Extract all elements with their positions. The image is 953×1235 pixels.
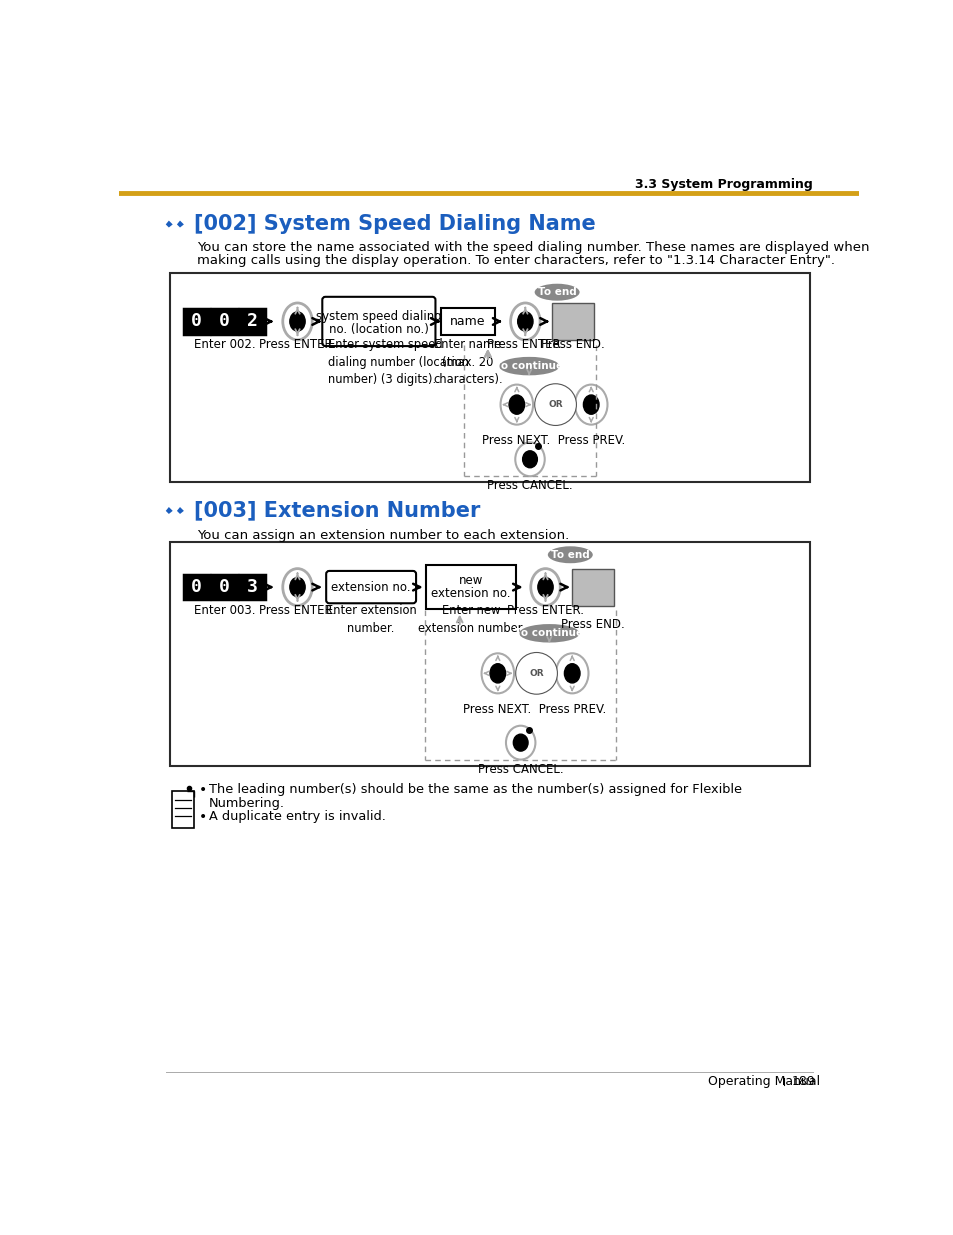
Text: 189: 189 [791, 1074, 815, 1088]
Ellipse shape [547, 546, 592, 563]
Text: To continue: To continue [515, 629, 583, 638]
Text: •: • [199, 810, 207, 825]
Polygon shape [176, 508, 184, 514]
Text: The leading number(s) should be the same as the number(s) assigned for Flexible: The leading number(s) should be the same… [209, 783, 741, 797]
Text: 0: 0 [219, 578, 230, 597]
Ellipse shape [564, 663, 579, 683]
FancyBboxPatch shape [240, 574, 265, 599]
Ellipse shape [510, 303, 539, 340]
FancyBboxPatch shape [322, 296, 435, 346]
Text: OR: OR [529, 669, 543, 678]
Text: You can assign an extension number to each extension.: You can assign an extension number to ea… [196, 530, 568, 542]
Text: A duplicate entry is invalid.: A duplicate entry is invalid. [209, 810, 386, 824]
Text: Enter 003.: Enter 003. [193, 604, 255, 618]
Text: You can store the name associated with the speed dialing number. These names are: You can store the name associated with t… [196, 241, 868, 253]
Text: Press CANCEL.: Press CANCEL. [477, 763, 563, 776]
Ellipse shape [518, 624, 579, 642]
FancyBboxPatch shape [326, 571, 416, 603]
Ellipse shape [534, 284, 579, 300]
Text: [003] Extension Number: [003] Extension Number [194, 500, 480, 520]
Text: Press ENTER.: Press ENTER. [506, 604, 583, 618]
Ellipse shape [509, 395, 524, 414]
Polygon shape [176, 221, 184, 227]
Text: 3.3 System Programming: 3.3 System Programming [635, 178, 812, 191]
Text: Press ENTER.: Press ENTER. [258, 604, 335, 618]
Ellipse shape [505, 726, 535, 760]
Ellipse shape [290, 578, 305, 597]
Text: Enter new
extension number.: Enter new extension number. [417, 604, 524, 635]
Polygon shape [166, 508, 172, 514]
Ellipse shape [530, 568, 559, 605]
FancyBboxPatch shape [172, 792, 193, 829]
Ellipse shape [522, 451, 537, 468]
Polygon shape [166, 221, 172, 227]
Text: extension no.: extension no. [431, 587, 510, 600]
Ellipse shape [575, 384, 607, 425]
Text: [002] System Speed Dialing Name: [002] System Speed Dialing Name [194, 214, 596, 233]
Text: To continue: To continue [495, 361, 562, 370]
FancyBboxPatch shape [212, 574, 236, 599]
Ellipse shape [556, 653, 588, 693]
Ellipse shape [490, 663, 505, 683]
Text: no. (location no.): no. (location no.) [329, 324, 428, 336]
Text: 0: 0 [219, 312, 230, 331]
FancyBboxPatch shape [170, 542, 809, 766]
Text: new: new [458, 574, 483, 588]
Ellipse shape [290, 312, 305, 331]
Text: Enter name
(max. 20
characters).: Enter name (max. 20 characters). [433, 338, 502, 387]
Text: To end: To end [537, 288, 576, 298]
Text: OR: OR [548, 400, 562, 409]
FancyBboxPatch shape [426, 564, 516, 609]
Text: 0: 0 [192, 578, 202, 597]
Text: 3: 3 [247, 578, 257, 597]
Text: •: • [199, 783, 207, 798]
Text: Operating Manual: Operating Manual [707, 1074, 820, 1088]
Ellipse shape [515, 442, 544, 477]
Text: Press CANCEL.: Press CANCEL. [487, 479, 572, 493]
Text: Enter system speed
dialing number (location
number) (3 digits).: Enter system speed dialing number (locat… [328, 338, 469, 387]
Text: 2: 2 [247, 312, 257, 331]
Ellipse shape [537, 578, 553, 597]
Ellipse shape [583, 395, 598, 414]
Text: extension no.: extension no. [331, 580, 411, 594]
Text: Enter extension
number.: Enter extension number. [325, 604, 416, 635]
Text: Press ENTER.: Press ENTER. [258, 338, 335, 352]
Ellipse shape [517, 312, 533, 331]
FancyBboxPatch shape [184, 309, 209, 333]
FancyBboxPatch shape [184, 574, 209, 599]
Text: Press ENTER.: Press ENTER. [486, 338, 563, 352]
Text: Press END.: Press END. [560, 618, 624, 631]
Text: To end: To end [550, 550, 589, 559]
Ellipse shape [282, 568, 312, 605]
Text: Press NEXT.  Press PREV.: Press NEXT. Press PREV. [463, 703, 606, 715]
Text: name: name [450, 315, 485, 329]
Text: Enter 002.: Enter 002. [193, 338, 255, 352]
FancyBboxPatch shape [571, 568, 613, 605]
FancyBboxPatch shape [440, 309, 495, 335]
FancyBboxPatch shape [170, 273, 809, 483]
Text: system speed dialing: system speed dialing [315, 310, 441, 322]
FancyBboxPatch shape [551, 303, 593, 340]
Text: Press END.: Press END. [540, 338, 604, 352]
Ellipse shape [500, 384, 533, 425]
Text: Press NEXT.  Press PREV.: Press NEXT. Press PREV. [482, 433, 625, 447]
Text: Numbering.: Numbering. [209, 798, 285, 810]
Ellipse shape [513, 734, 528, 751]
Ellipse shape [498, 357, 558, 375]
Ellipse shape [282, 303, 312, 340]
FancyBboxPatch shape [240, 309, 265, 333]
Text: making calls using the display operation. To enter characters, refer to "1.3.14 : making calls using the display operation… [196, 253, 834, 267]
Text: 0: 0 [192, 312, 202, 331]
Ellipse shape [481, 653, 514, 693]
FancyBboxPatch shape [212, 309, 236, 333]
